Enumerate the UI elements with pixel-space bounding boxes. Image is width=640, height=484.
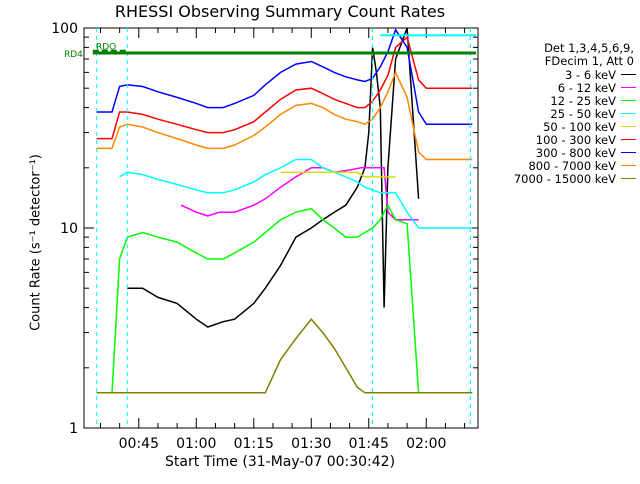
- legend-entry-label: 100 - 300 keV: [535, 132, 616, 147]
- series-marks: [96, 27, 473, 394]
- legend-swatch: [621, 152, 636, 153]
- x-axis-label: Start Time (31-May-07 00:30:42): [165, 454, 396, 470]
- legend-swatch: [621, 100, 636, 101]
- y-tick-label: 10: [60, 221, 78, 237]
- series-line: [96, 318, 473, 394]
- legend-entry-label: 12 - 25 keV: [550, 93, 616, 108]
- x-tick-label: 02:00: [406, 436, 446, 452]
- x-tick-label: 00:45: [119, 436, 159, 452]
- legend-entry-label: 300 - 800 keV: [535, 145, 616, 160]
- legend-entry-label: 50 - 100 keV: [543, 119, 616, 134]
- legend-entry: 7000 - 15000 keV: [484, 171, 636, 186]
- legend-entry: 12 - 25 keV: [484, 93, 636, 108]
- tick-labels: 1 10 100 00:45 01:00 01:15 01:30 01:45 02:00: [51, 21, 446, 452]
- legend-entry-label: 800 - 7000 keV: [528, 158, 616, 173]
- legend-swatch: [621, 178, 636, 179]
- legend-entry-label: 6 - 12 keV: [557, 80, 616, 95]
- legend-entry-label: 25 - 50 keV: [550, 106, 616, 121]
- series-line: [119, 158, 473, 229]
- series-line: [96, 203, 473, 394]
- series-line: [96, 35, 473, 140]
- legend-rows: 3 - 6 keV 6 - 12 keV 12 - 25 keV 25 - 50 ke…: [484, 67, 636, 186]
- rd0-label: RDO: [96, 43, 116, 53]
- legend-entry-label: 7000 - 15000 keV: [513, 171, 616, 186]
- series-line: [280, 171, 396, 178]
- legend-header-line-2: FDecim 1, Att 0: [544, 54, 634, 68]
- rd4-label: RD4: [64, 50, 83, 60]
- series-line: [96, 28, 473, 126]
- legend-entry: 50 - 100 keV: [484, 119, 636, 134]
- legend-entry-label: 3 - 6 keV: [565, 67, 616, 82]
- y-axis-label: Count Rate (s⁻¹ detector⁻¹): [28, 154, 44, 331]
- legend-entry: 800 - 7000 keV: [484, 158, 636, 173]
- legend: Det 1,3,4,5,6,9, FDecim 1, Att 0 3 - 6 k…: [484, 41, 636, 186]
- x-tick-label: 01:15: [234, 436, 274, 452]
- x-tick-label: 01:30: [291, 436, 331, 452]
- y-tick-label: 1: [69, 421, 78, 437]
- x-tick-label: 01:45: [349, 436, 389, 452]
- legend-entry: 3 - 6 keV: [484, 67, 636, 82]
- y-tick-label: 100: [51, 21, 78, 37]
- legend-swatch: [621, 74, 636, 75]
- legend-entry: 300 - 800 keV: [484, 145, 636, 160]
- legend-swatch: [621, 87, 636, 88]
- legend-swatch: [621, 165, 636, 166]
- x-tick-label: 01:00: [176, 436, 216, 452]
- legend-swatch: [621, 126, 636, 127]
- legend-header-line-1: Det 1,3,4,5,6,9,: [544, 41, 634, 55]
- legend-entry: 100 - 300 keV: [484, 132, 636, 147]
- legend-swatch: [621, 139, 636, 140]
- annotations: RD4 RDO: [64, 28, 477, 428]
- legend-entry: 6 - 12 keV: [484, 80, 636, 95]
- chart-title: RHESSI Observing Summary Count Rates: [114, 2, 446, 21]
- legend-entry: 25 - 50 keV: [484, 106, 636, 121]
- y-axis-label-wrap: Count Rate (s⁻¹ detector⁻¹): [26, 154, 46, 331]
- legend-swatch: [621, 113, 636, 114]
- series-line: [96, 70, 473, 161]
- series-line: [127, 27, 420, 328]
